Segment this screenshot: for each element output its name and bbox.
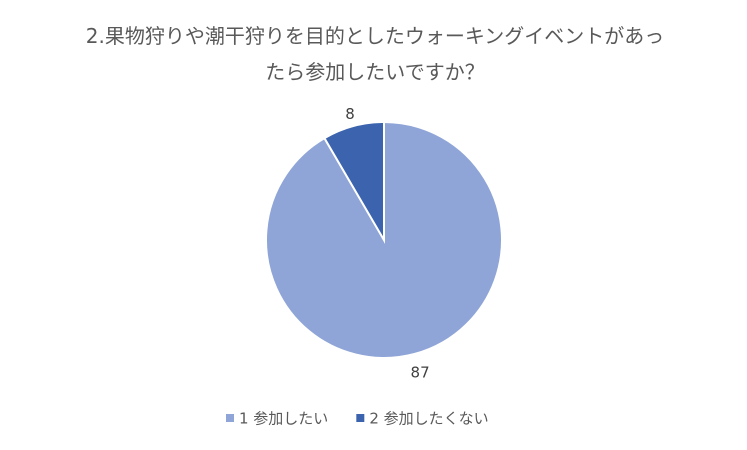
legend-label: 1 参加したい — [239, 410, 328, 428]
chart-title: 2.果物狩りや潮干狩りを目的としたウォーキングイベントがあったら参加したいですか… — [85, 24, 665, 84]
data-label: 8 — [345, 105, 355, 123]
pie-slice — [265, 120, 503, 359]
legend-swatch — [356, 414, 365, 422]
legend-label: 2 参加したくない — [369, 410, 488, 428]
pie-slice — [323, 120, 385, 244]
data-label: 87 — [411, 364, 430, 382]
legend-swatch — [226, 414, 234, 422]
